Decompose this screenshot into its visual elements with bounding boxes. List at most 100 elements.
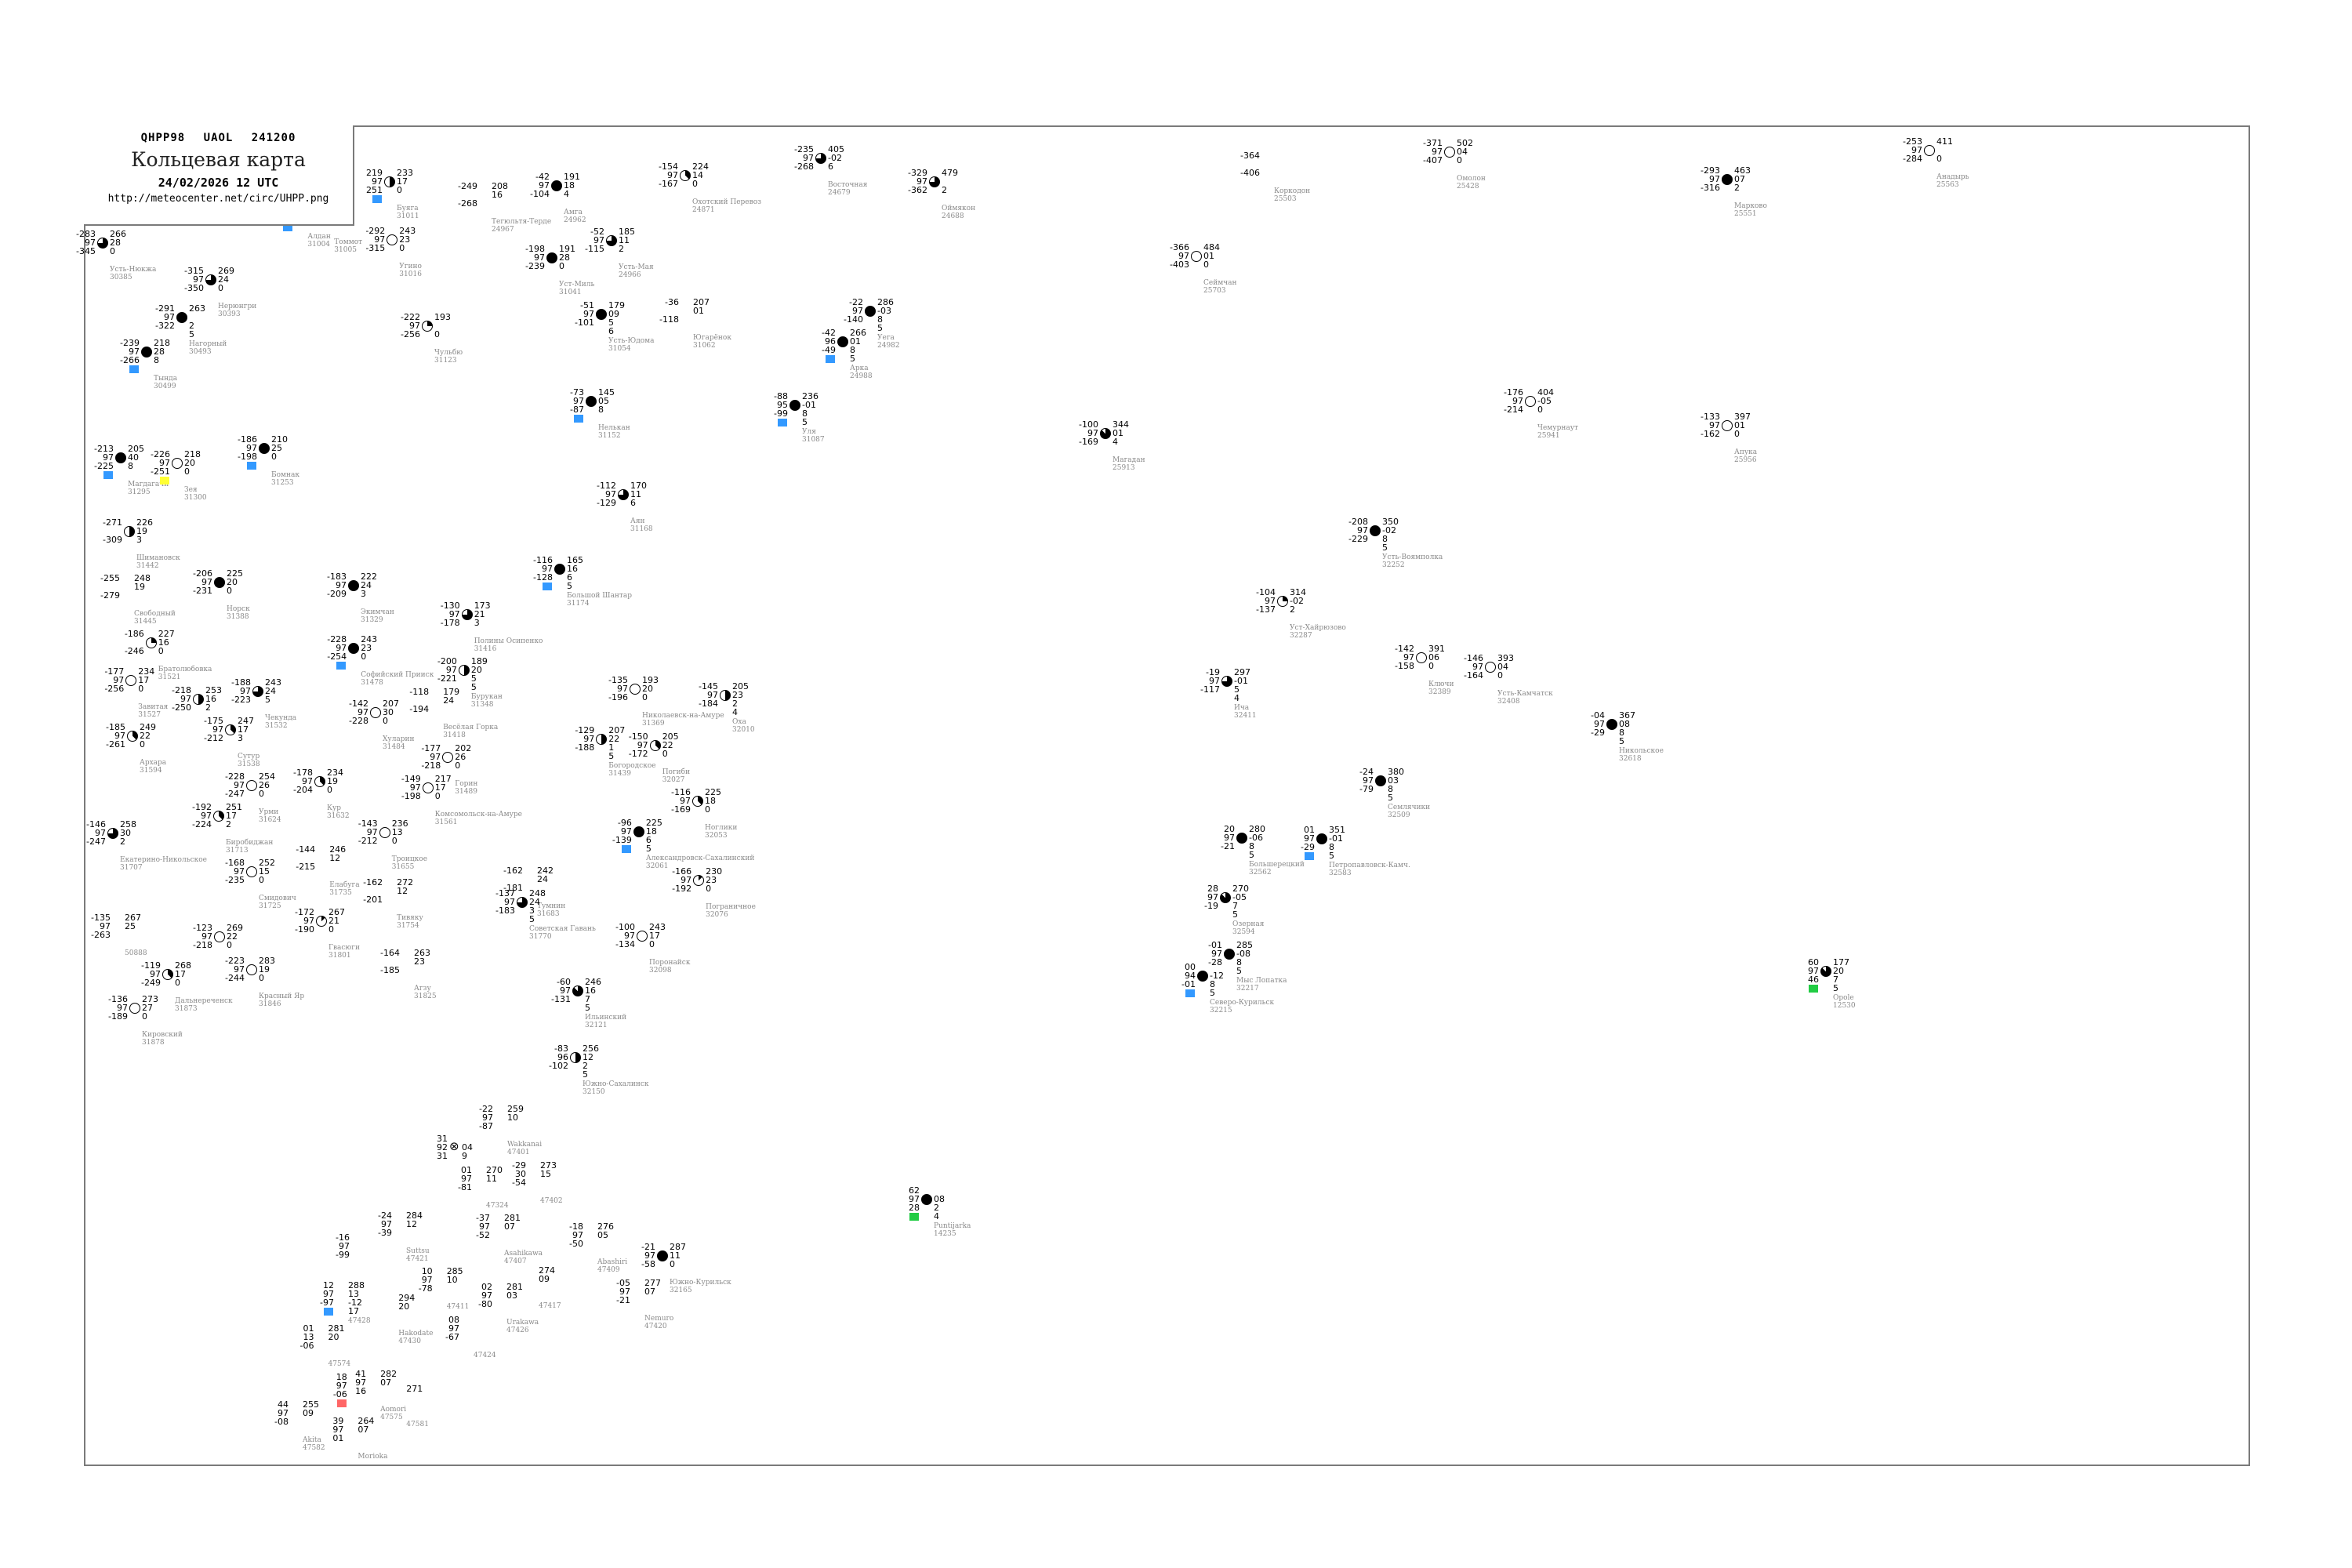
visibility-value: 97 [1087, 428, 1098, 438]
dewpoint-value: -19 [1204, 901, 1218, 911]
pressure-value: 266 [850, 328, 866, 339]
temperature-value: -192 [192, 802, 212, 813]
bulletin-code: QHPP98 [140, 132, 186, 144]
temperature-value: 20 [1224, 824, 1235, 834]
weather-value: 8 [154, 355, 159, 365]
pressure-value: 247 [238, 716, 254, 726]
station-left-values: -73 97 -87 [570, 388, 584, 414]
station-name: Анадырь [1936, 173, 1969, 181]
station-left-values: -200 97 -221 [437, 657, 457, 683]
source-url[interactable]: http://meteocenter.net/circ/UHPP.png [107, 193, 329, 205]
cloud-cover-icon [213, 811, 224, 822]
dewpoint-value: -172 [628, 748, 648, 759]
station-id: 31253 [271, 479, 294, 487]
station-label: Ключи 32389 [1428, 681, 1454, 696]
station-right-values: 236 -01 8 5 [802, 392, 818, 426]
tendency-value: 17 [649, 931, 660, 941]
station-right-values: 191 18 4 [564, 172, 580, 207]
station-left-values: -177 97 -256 [104, 667, 124, 693]
station-id: 31062 [693, 342, 716, 350]
station-name: Урми [259, 808, 279, 817]
station-right-values: 193 0 [434, 313, 451, 347]
dewpoint-value: -99 [774, 408, 788, 419]
extra-value [398, 1319, 415, 1328]
pressure-value: 173 [474, 600, 491, 611]
cloud-cover-icon [606, 235, 617, 246]
station-name: Усть-Камчатск [1497, 690, 1553, 698]
temperature-value: -22 [849, 296, 863, 307]
station-right-values: 251 17 2 [226, 803, 242, 837]
station-right-values: 284 12 [406, 1211, 423, 1246]
visibility-value: 97 [539, 180, 550, 191]
station-right-values: 205 22 0 [662, 732, 679, 767]
station-id: 31442 [136, 562, 159, 571]
visibility-value: 97 [1265, 596, 1276, 606]
dewpoint-value: -134 [615, 939, 635, 949]
tendency-value: -02 [1382, 525, 1396, 535]
dewpoint-value: -221 [437, 673, 457, 684]
tendency-value: 11 [630, 489, 641, 499]
station-id: 25428 [1457, 183, 1479, 191]
station-name: Свободный [134, 610, 176, 619]
weather-value [644, 1296, 661, 1305]
station-label: Омолон 25428 [1457, 175, 1486, 191]
station-id: 32165 [670, 1287, 692, 1294]
tendency-value: 22 [662, 739, 673, 750]
weather-value: 3 [474, 617, 480, 628]
station-right-values: 207 30 0 [383, 699, 399, 734]
extra-value [649, 949, 666, 957]
extra-value: 5 [1249, 850, 1254, 860]
cloud-cover-icon [1525, 396, 1536, 407]
weather-value: 3 [238, 733, 243, 743]
weather-value: 8 [850, 345, 855, 356]
cloud-cover-icon [205, 274, 216, 285]
station-left-values: -253 97 -284 [1903, 137, 1922, 163]
station-name: Николаевск-на-Амуре [642, 712, 724, 720]
extra-value: 5 [583, 1069, 588, 1080]
station-label: Ича 32411 [1234, 704, 1257, 720]
visibility-value: 97 [117, 1003, 128, 1013]
extra-value: 4 [1234, 693, 1240, 703]
weather-value: 8 [128, 460, 133, 471]
station-left-values: 60 97 46 [1808, 958, 1819, 984]
tendency-value: 18 [564, 180, 575, 191]
extra-value [559, 270, 575, 279]
pressure-value: 259 [507, 1104, 524, 1115]
pressure-value: 189 [470, 655, 488, 666]
pressure-value: 246 [585, 977, 601, 987]
station-right-values: 227 16 0 [158, 630, 175, 664]
cloud-cover-icon [193, 693, 204, 705]
extra-value [1457, 165, 1473, 173]
temperature-value: -223 [225, 956, 245, 966]
extra-value [175, 987, 191, 996]
visibility-value: 97 [246, 443, 257, 453]
extra-value [328, 1350, 345, 1359]
extra-value [506, 1308, 523, 1317]
temperature-value: -239 [120, 338, 140, 348]
pressure-value: 351 [1329, 825, 1345, 835]
station-id: 31123 [434, 357, 457, 365]
weather-value: 5 [265, 695, 270, 705]
station-id: 47575 [380, 1413, 403, 1421]
cloud-cover-icon [125, 674, 137, 686]
extra-value: 5 [1382, 543, 1388, 553]
temperature-value: 31 [437, 1134, 448, 1145]
pressure-value: 226 [136, 517, 153, 528]
weather-value: 0 [158, 646, 164, 657]
tendency-value: 25 [271, 443, 282, 453]
tendency-value: 07 [504, 1221, 515, 1232]
weather-value: 2 [1734, 183, 1740, 193]
cloud-cover-icon [929, 176, 940, 187]
station-left-values: -135 97 -263 [91, 913, 111, 939]
dewpoint-value: -316 [1700, 183, 1720, 193]
tendency-value: -05 [1537, 396, 1552, 406]
station-name: Биробиджан [226, 839, 274, 848]
visibility-value: 97 [1594, 719, 1605, 729]
station-left-values: 08 97 -67 [445, 1316, 459, 1341]
station-name: Чемурнаут [1537, 424, 1578, 432]
visibility-value: 97 [234, 964, 245, 975]
extra-value [1497, 680, 1514, 688]
pressure-value: 252 [259, 858, 275, 869]
temperature-value: -235 [794, 144, 814, 154]
pressure-value: 267 [125, 913, 141, 923]
